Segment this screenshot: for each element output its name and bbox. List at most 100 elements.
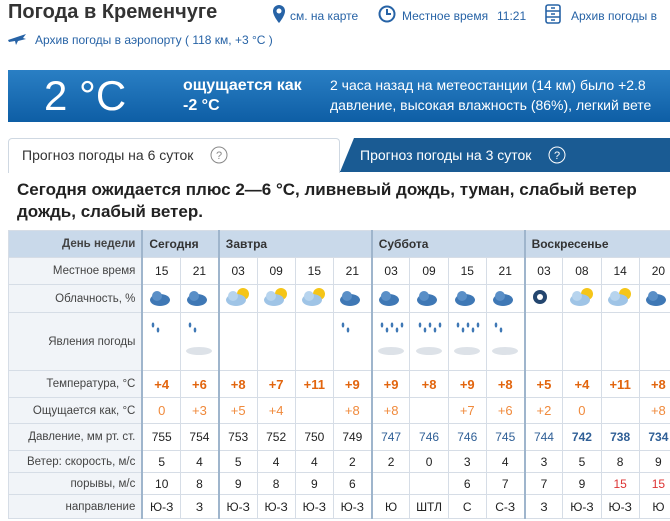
- cloud-icon: [149, 291, 170, 306]
- precip-cell: [332, 312, 373, 371]
- wind-speed: 4: [256, 450, 296, 473]
- gusts: 7: [485, 472, 526, 495]
- precip-cell: [447, 312, 487, 371]
- cloud-icon: [646, 291, 667, 306]
- wind-speed: 5: [562, 450, 602, 473]
- precip-icon: [605, 315, 635, 365]
- precip-cell: [370, 312, 411, 371]
- tab-label[interactable]: Прогноз погоды на 3 суток: [360, 147, 532, 163]
- help-icon[interactable]: ?: [210, 146, 228, 164]
- title: Погода в Кременчуге: [8, 1, 218, 23]
- wind-speed: 5: [141, 450, 182, 473]
- feels-like: +5: [217, 397, 258, 424]
- gusts: 9: [562, 472, 602, 495]
- feels-like: +6: [485, 397, 526, 424]
- direction: ШТЛ: [409, 494, 449, 519]
- temperature: +8: [638, 370, 670, 398]
- cloud-icon: [379, 291, 400, 306]
- pressure: 750: [294, 423, 334, 451]
- cloud-cell: [485, 284, 526, 313]
- temperature: +4: [141, 370, 182, 398]
- pin-icon: [273, 5, 285, 23]
- wind-speed: 2: [332, 450, 373, 473]
- time: 03: [523, 257, 564, 285]
- temperature: +8: [409, 370, 449, 398]
- cloud-icon: [187, 291, 208, 306]
- cloud-icon: [417, 291, 438, 306]
- row-label: Ветер: скорость, м/с: [8, 450, 143, 473]
- airport-archive-link[interactable]: Архив погоды в аэропорту ( 118 км, +3 °C…: [35, 33, 273, 47]
- gusts: 8: [180, 472, 220, 495]
- precip-icon: [151, 322, 160, 333]
- cloud-icon: [455, 291, 476, 306]
- precip-cell: [180, 312, 220, 371]
- precip-icon: [186, 322, 213, 355]
- day-name: Воскресенье: [523, 230, 670, 258]
- time: 20: [638, 257, 670, 285]
- precip-cell: [217, 312, 258, 371]
- precip-icon: [454, 322, 481, 355]
- direction: Ю-З: [600, 494, 640, 519]
- row-label: Облачность, %: [8, 284, 143, 313]
- wind-speed: 8: [600, 450, 640, 473]
- precip-icon: [492, 322, 519, 355]
- feels-like: [600, 397, 640, 424]
- tab-inactive[interactable]: [340, 138, 670, 172]
- archive-link[interactable]: Архив погоды в: [571, 9, 657, 23]
- cloud-cell: [332, 284, 373, 313]
- wind-speed: 2: [370, 450, 411, 473]
- temperature: +11: [600, 370, 640, 398]
- pressure: 742: [562, 423, 602, 451]
- gusts: 15: [638, 472, 670, 495]
- help-icon[interactable]: ?: [548, 146, 566, 164]
- row-label: День недели: [8, 230, 143, 258]
- precip-icon: [342, 322, 350, 333]
- temperature: +9: [332, 370, 373, 398]
- direction: С-З: [485, 494, 526, 519]
- cloud-cell: [600, 284, 640, 313]
- tab-active[interactable]: [8, 138, 340, 173]
- precip-cell: [141, 312, 182, 371]
- pressure: 754: [180, 423, 220, 451]
- pressure: 753: [217, 423, 258, 451]
- feels-like: 0: [562, 397, 602, 424]
- gusts: 7: [523, 472, 564, 495]
- archive-icon: [545, 4, 561, 24]
- gusts: 9: [217, 472, 258, 495]
- wind-speed: 9: [638, 450, 670, 473]
- temperature: +8: [217, 370, 258, 398]
- gusts: [409, 472, 449, 495]
- temperature: +9: [447, 370, 487, 398]
- precip-icon: [378, 322, 405, 355]
- forecast-table: День недели Сегодня Завтра Суббота Воскресен…: [8, 230, 670, 519]
- wind-speed: 3: [523, 450, 564, 473]
- direction: Ю-З: [141, 494, 182, 519]
- clock-icon: [378, 5, 396, 23]
- cloud-cell: [562, 284, 602, 313]
- time: 15: [294, 257, 334, 285]
- temperature: +6: [180, 370, 220, 398]
- svg-text:?: ?: [554, 150, 560, 162]
- cloud-cell: [256, 284, 296, 313]
- feels-like: +4: [256, 397, 296, 424]
- precip-cell: [294, 312, 334, 371]
- wind-speed: 5: [217, 450, 258, 473]
- summary-line: Сегодня ожидается плюс 2—6 °C, ливневый …: [17, 180, 637, 199]
- direction: Ю-З: [562, 494, 602, 519]
- station-line: 2 часа назад на метеостанции (14 км) был…: [330, 77, 646, 93]
- gusts: 9: [294, 472, 334, 495]
- time: 21: [485, 257, 526, 285]
- local-time: 11:21: [497, 9, 527, 23]
- cloud-cell: [180, 284, 220, 313]
- map-link[interactable]: см. на карте: [290, 9, 359, 23]
- cloud-icon: [340, 291, 361, 306]
- wind-speed: 3: [447, 450, 487, 473]
- feels-like: 0: [141, 397, 182, 424]
- precip-icon: [643, 315, 670, 365]
- current-banner: [8, 70, 670, 122]
- cloud-cell: [294, 284, 334, 313]
- precip-cell: [485, 312, 526, 371]
- summary-line: дождь, слабый ветер.: [17, 202, 203, 221]
- wind-speed: 4: [180, 450, 220, 473]
